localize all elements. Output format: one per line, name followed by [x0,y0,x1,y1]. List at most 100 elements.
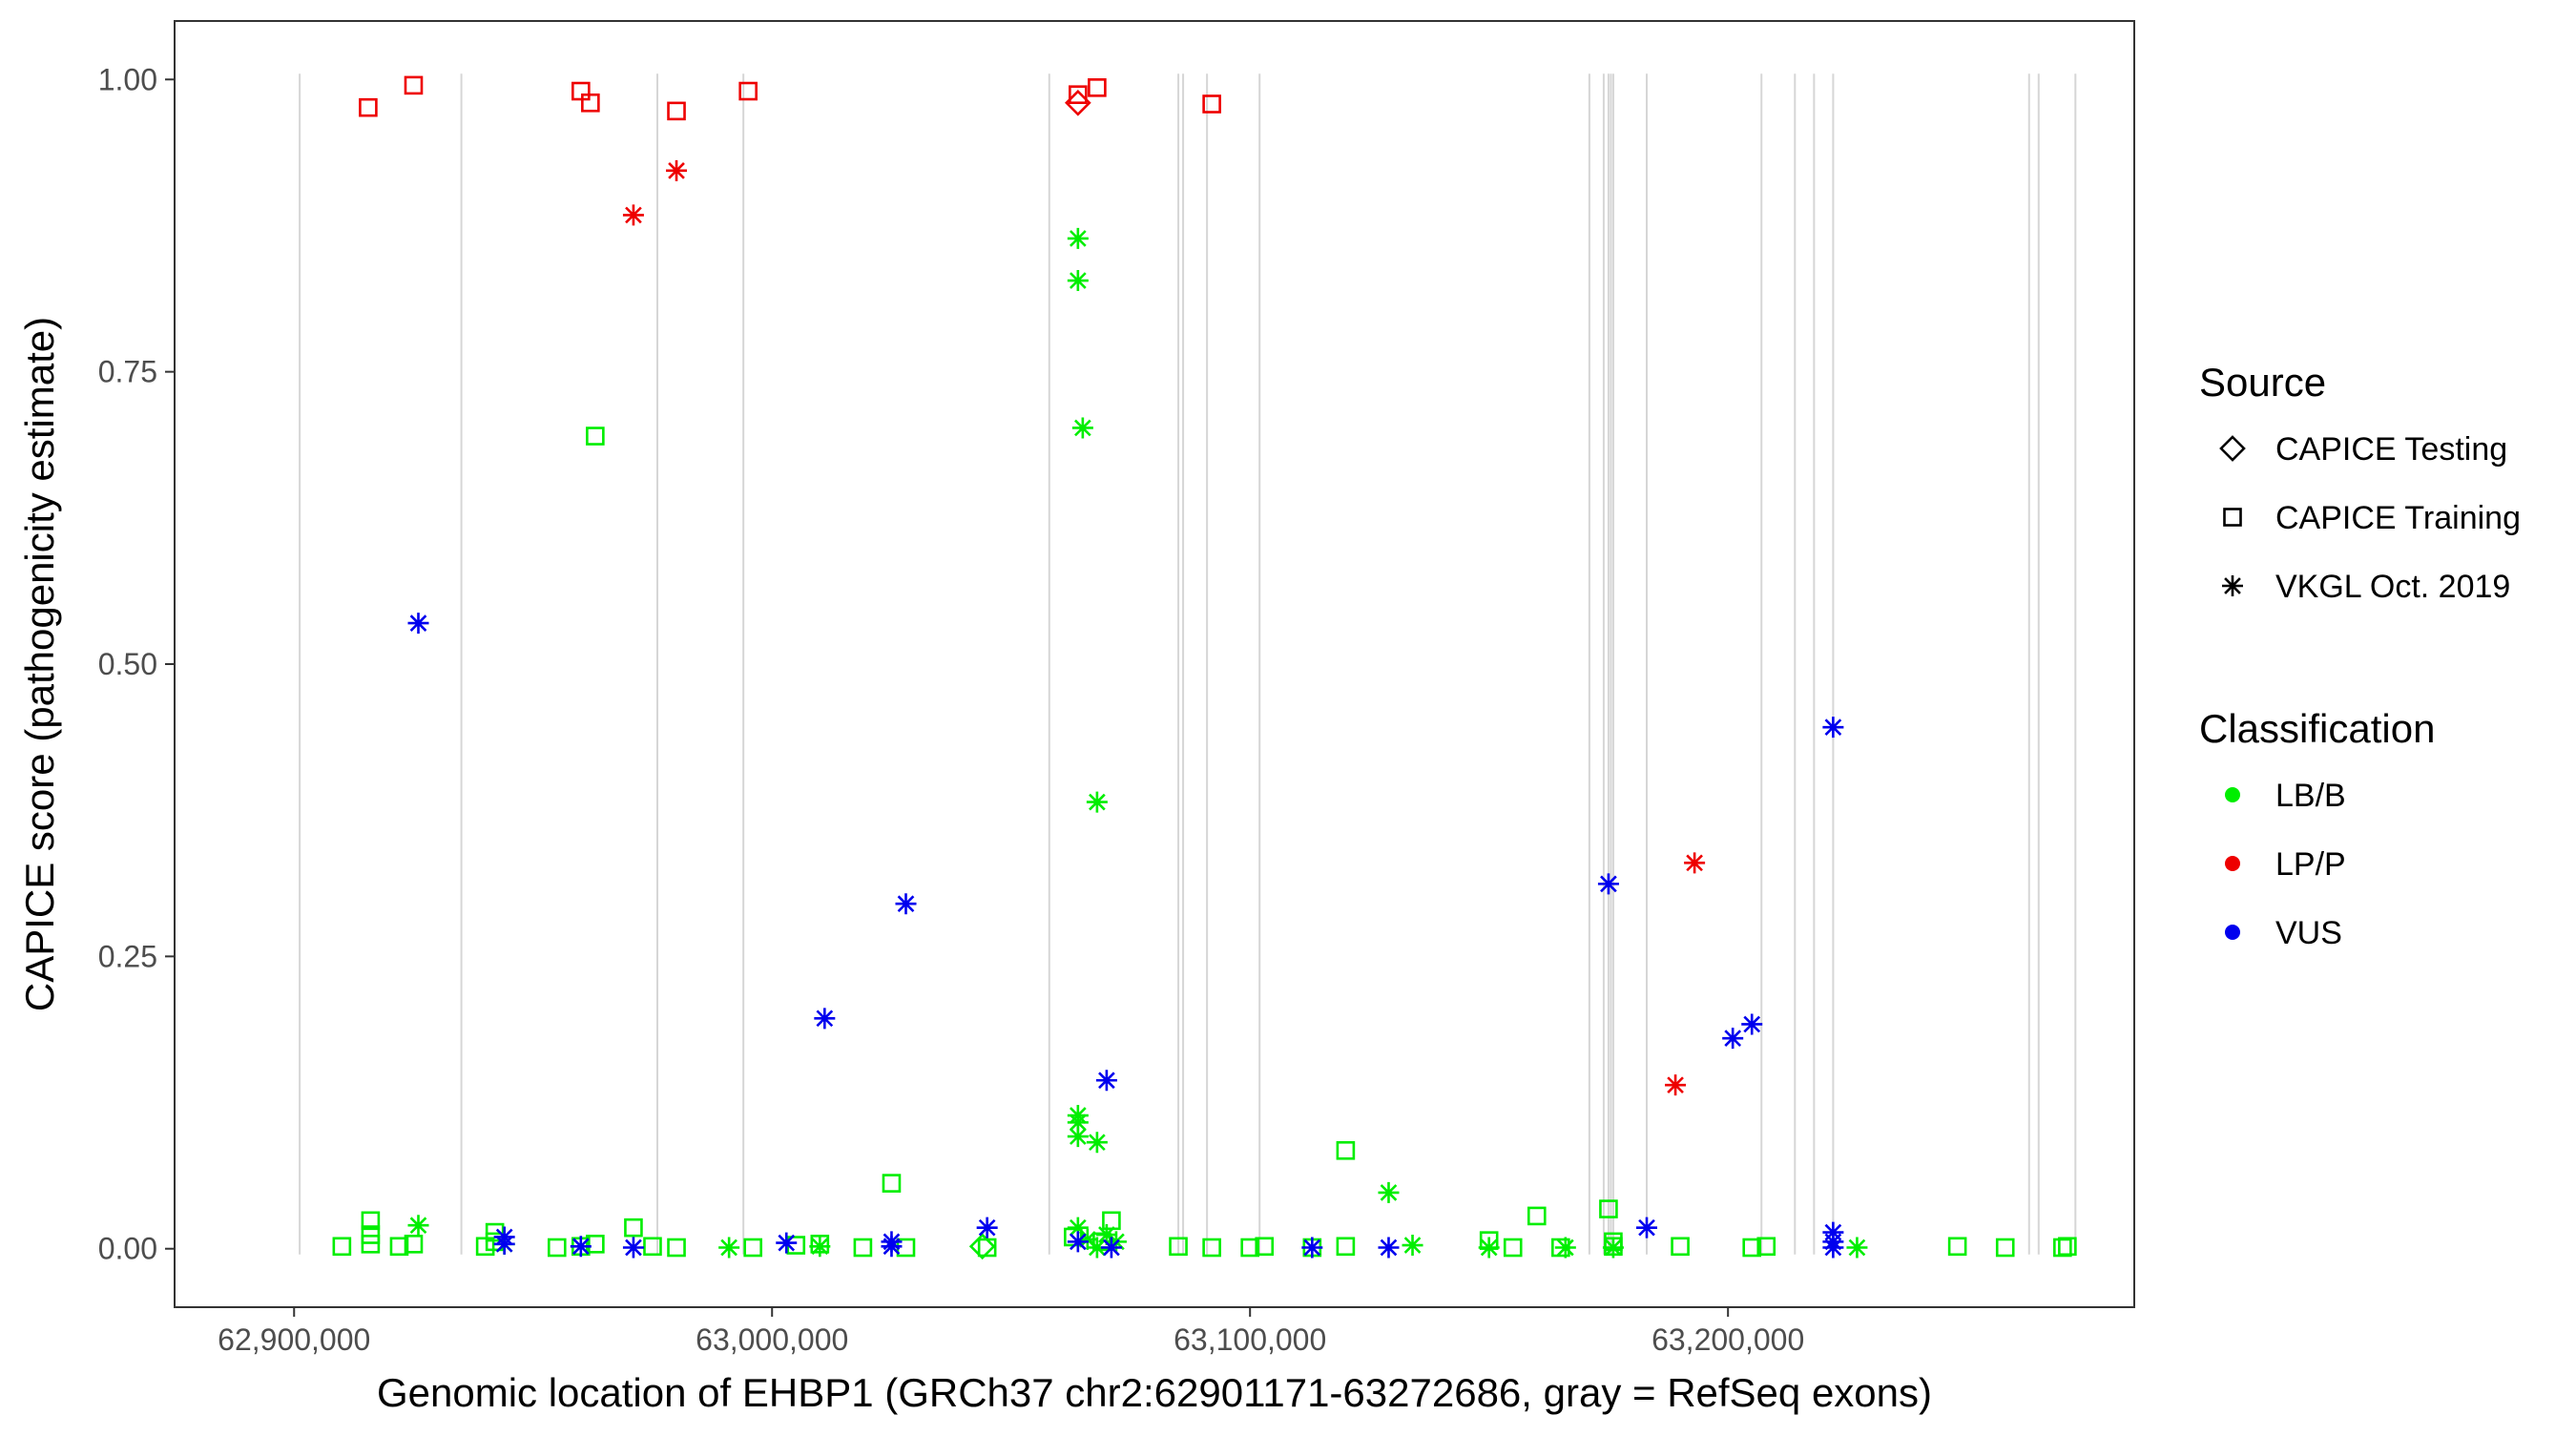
data-point [407,613,429,635]
data-point [622,204,644,226]
data-point [359,97,378,117]
legend-class-title: Classification [2199,706,2435,751]
legend-source-label: VKGL Oct. 2019 [2275,569,2510,605]
data-point [1554,1237,1576,1259]
legend-key-dot [2225,856,2240,871]
data-point [1336,1140,1356,1160]
y-axis: 0.00 0.25 0.50 0.75 1.00 [98,62,175,1266]
legend-class-label: LB/B [2275,778,2346,814]
data-point [1378,1237,1400,1259]
data-point [1478,1237,1500,1259]
data-point [1301,1237,1323,1259]
data-point [1169,1237,1188,1257]
data-point [1846,1237,1868,1259]
legend-key-dot [2225,925,2240,940]
data-point [882,1174,902,1193]
data-point [814,1008,836,1030]
x-tick-label: 62,900,000 [218,1322,370,1357]
x-tick-label: 63,000,000 [696,1322,848,1357]
data-point [624,1217,643,1238]
data-point [1067,1126,1089,1148]
legend-key-diamond [2219,435,2246,462]
data-point [1076,1228,1098,1250]
series-lb-b-asterisk [407,227,1868,1259]
legend-key-square [2223,508,2242,527]
data-point [1067,227,1089,249]
x-axis-label: Genomic location of EHBP1 (GRCh37 chr2:6… [377,1370,1932,1415]
data-point [1671,1237,1690,1257]
data-point [1336,1237,1356,1257]
data-point [1095,1070,1117,1092]
series-lp-p-square [359,75,1221,121]
y-tick-label: 0.00 [98,1232,157,1266]
series-lp-p-diamond [1065,89,1091,116]
data-point [1402,1235,1423,1257]
legend-source-items: CAPICE Testing CAPICE Training VKGL Oct. 2… [2219,431,2521,605]
data-point [1722,1028,1744,1050]
data-point [2058,1237,2077,1257]
data-point [622,1237,644,1259]
data-point [570,1236,592,1258]
x-axis: 62,900,000 63,000,000 63,100,000 63,200,000 [218,1307,1804,1357]
data-point [667,1238,686,1258]
data-point [407,1215,429,1237]
data-point [1071,417,1093,439]
y-tick-label: 0.25 [98,939,157,973]
data-point [1202,94,1221,114]
data-point [404,1235,424,1254]
data-point [1065,89,1091,116]
data-point [738,81,758,101]
y-axis-label: CAPICE score (pathogenicity estimate) [17,317,62,1011]
data-point [809,1236,831,1258]
data-point [1100,1237,1122,1259]
data-point [547,1238,567,1258]
data-point [586,427,605,446]
data-point [667,101,686,121]
data-point [1067,270,1089,292]
legend-key-dot [2225,787,2240,802]
data-point [581,93,600,113]
y-tick-label: 1.00 [98,62,157,96]
data-point [1527,1206,1547,1226]
series-lb-b-diamond [968,1233,996,1260]
data-point [361,1211,381,1231]
data-point [1947,1237,1967,1257]
data-point [485,1222,505,1242]
legend-source-label: CAPICE Training [2275,500,2521,536]
data-point [968,1233,996,1260]
data-point [1636,1217,1657,1238]
data-point [332,1237,352,1257]
x-tick-label: 63,200,000 [1652,1322,1804,1357]
data-point [1067,1112,1089,1134]
data-point [1086,1237,1108,1259]
data-point [1067,1231,1089,1253]
data-point [1741,1013,1763,1035]
data-point [1095,1224,1117,1246]
data-point [1599,1199,1618,1218]
data-point [1684,852,1706,874]
plot-background [175,21,2134,1307]
data-point [389,1237,409,1257]
y-tick-label: 0.75 [98,355,157,389]
data-point [643,1237,662,1257]
legend-class-items: LB/B LP/P VUS [2225,778,2346,951]
plot-area [175,21,2134,1307]
data-point [361,1225,381,1244]
legend-source-label: CAPICE Testing [2275,431,2507,468]
data-point [1822,717,1844,739]
legend-key-asterisk [2222,575,2243,596]
legend: Source CAPICE Testing CAPICE Training VKGL… [2199,360,2521,951]
data-point [718,1237,740,1259]
x-tick-label: 63,100,000 [1174,1322,1326,1357]
data-point [475,1237,495,1257]
data-point [1086,791,1108,813]
series-vus-asterisk [407,613,1844,1259]
data-point [976,1217,998,1238]
y-tick-label: 0.50 [98,647,157,681]
data-point [743,1238,762,1258]
data-point [571,81,591,101]
data-point [1665,1074,1687,1096]
data-point [1602,1237,1624,1259]
series-lb-b-square [332,427,2077,1258]
data-point [1822,1237,1844,1259]
